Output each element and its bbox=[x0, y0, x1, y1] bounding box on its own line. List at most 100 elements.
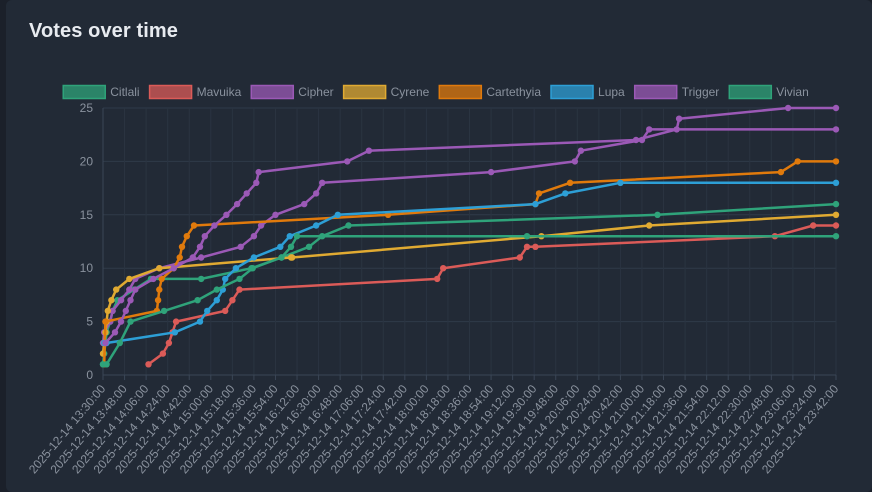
data-point-trigger[interactable] bbox=[632, 136, 640, 144]
data-point-trigger[interactable] bbox=[122, 307, 129, 315]
data-point-vivian[interactable] bbox=[523, 233, 531, 240]
legend-item-vivian[interactable]: Vivian bbox=[728, 84, 809, 100]
data-point-cyrene[interactable] bbox=[646, 222, 653, 229]
data-point-trigger[interactable] bbox=[233, 200, 241, 208]
data-point-vivian[interactable] bbox=[213, 286, 220, 293]
data-point-mavuika[interactable] bbox=[222, 307, 229, 315]
data-point-lupa[interactable] bbox=[532, 200, 539, 208]
data-point-mavuika[interactable] bbox=[832, 222, 840, 229]
data-point-lupa[interactable] bbox=[832, 179, 840, 186]
data-point-trigger[interactable] bbox=[132, 286, 139, 293]
data-point-mavuika[interactable] bbox=[516, 254, 523, 261]
legend-item-lupa[interactable]: Lupa bbox=[550, 84, 625, 100]
data-point-cipher[interactable] bbox=[198, 254, 205, 261]
data-point-mavuika[interactable] bbox=[165, 339, 173, 347]
legend-item-trigger[interactable]: Trigger bbox=[633, 84, 720, 100]
data-point-cipher[interactable] bbox=[646, 126, 653, 133]
data-point-vivian[interactable] bbox=[116, 339, 124, 347]
data-point-lupa[interactable] bbox=[286, 233, 293, 240]
data-point-trigger[interactable] bbox=[111, 329, 119, 336]
data-point-trigger[interactable] bbox=[201, 233, 208, 240]
data-point-cartethyia[interactable] bbox=[156, 286, 163, 293]
data-point-mavuika[interactable] bbox=[229, 297, 236, 304]
data-point-cipher[interactable] bbox=[109, 307, 116, 315]
data-point-trigger[interactable] bbox=[675, 115, 683, 122]
data-point-cartethyia[interactable] bbox=[183, 233, 190, 240]
data-point-trigger[interactable] bbox=[102, 339, 109, 347]
data-point-trigger[interactable] bbox=[253, 179, 260, 186]
data-point-vivian[interactable] bbox=[832, 233, 840, 240]
data-point-mavuika[interactable] bbox=[532, 243, 539, 250]
data-point-citlali[interactable] bbox=[198, 275, 205, 283]
data-point-trigger[interactable] bbox=[127, 297, 134, 304]
data-point-cipher[interactable] bbox=[272, 211, 279, 218]
data-point-lupa[interactable] bbox=[232, 265, 240, 272]
data-point-cyrene[interactable] bbox=[126, 275, 133, 283]
data-point-trigger[interactable] bbox=[243, 190, 250, 197]
data-point-trigger[interactable] bbox=[223, 211, 230, 218]
data-point-trigger[interactable] bbox=[673, 126, 680, 133]
data-point-citlali[interactable] bbox=[305, 243, 313, 250]
data-point-cartethyia[interactable] bbox=[154, 297, 162, 304]
data-point-mavuika[interactable] bbox=[159, 350, 167, 357]
data-point-citlali[interactable] bbox=[654, 211, 661, 218]
data-point-cyrene[interactable] bbox=[156, 265, 163, 272]
data-point-cipher[interactable] bbox=[117, 297, 125, 304]
data-point-lupa[interactable] bbox=[204, 307, 211, 315]
legend-item-citlali[interactable]: Citlali bbox=[62, 84, 140, 100]
legend-item-cartethyia[interactable]: Cartethyia bbox=[438, 84, 541, 100]
data-point-cyrene[interactable] bbox=[108, 297, 115, 304]
data-point-cipher[interactable] bbox=[237, 243, 244, 250]
data-point-lupa[interactable] bbox=[222, 275, 229, 283]
data-point-vivian[interactable] bbox=[103, 361, 110, 368]
data-point-mavuika[interactable] bbox=[145, 361, 152, 368]
data-point-vivian[interactable] bbox=[287, 243, 295, 250]
data-point-vivian[interactable] bbox=[127, 318, 134, 325]
data-point-vivian[interactable] bbox=[249, 265, 256, 272]
data-point-cipher[interactable] bbox=[313, 190, 320, 197]
data-point-lupa[interactable] bbox=[171, 329, 179, 336]
data-point-citlali[interactable] bbox=[832, 200, 840, 208]
legend-item-cipher[interactable]: Cipher bbox=[250, 84, 334, 100]
data-point-cipher[interactable] bbox=[571, 158, 579, 165]
data-point-cyrene[interactable] bbox=[289, 254, 296, 261]
data-point-cartethyia[interactable] bbox=[158, 275, 165, 283]
data-point-cipher[interactable] bbox=[250, 233, 258, 240]
data-point-citlali[interactable] bbox=[345, 222, 352, 229]
data-point-trigger[interactable] bbox=[784, 104, 792, 112]
data-point-cyrene[interactable] bbox=[113, 286, 120, 293]
data-point-trigger[interactable] bbox=[255, 168, 262, 176]
data-point-trigger[interactable] bbox=[196, 243, 204, 250]
data-point-mavuika[interactable] bbox=[172, 318, 180, 325]
legend-item-mavuika[interactable]: Mavuika bbox=[148, 84, 242, 100]
data-point-cipher[interactable] bbox=[832, 126, 840, 133]
data-point-cartethyia[interactable] bbox=[832, 158, 840, 165]
data-point-vivian[interactable] bbox=[293, 233, 301, 240]
data-point-trigger[interactable] bbox=[832, 104, 840, 112]
data-point-cartethyia[interactable] bbox=[535, 190, 543, 197]
data-point-cipher[interactable] bbox=[577, 147, 585, 154]
data-point-trigger[interactable] bbox=[189, 254, 196, 261]
data-point-cartethyia[interactable] bbox=[190, 222, 198, 229]
data-point-lupa[interactable] bbox=[313, 222, 320, 229]
data-point-cipher[interactable] bbox=[257, 222, 265, 229]
data-point-mavuika[interactable] bbox=[810, 222, 817, 229]
data-point-vivian[interactable] bbox=[278, 254, 285, 261]
data-point-cipher[interactable] bbox=[319, 179, 326, 186]
data-point-vivian[interactable] bbox=[160, 307, 168, 315]
data-point-cyrene[interactable] bbox=[104, 307, 112, 315]
data-point-cipher[interactable] bbox=[487, 168, 495, 176]
data-point-cartethyia[interactable] bbox=[566, 179, 574, 186]
data-point-trigger[interactable] bbox=[117, 318, 125, 325]
data-point-trigger[interactable] bbox=[344, 158, 351, 165]
data-point-lupa[interactable] bbox=[196, 318, 204, 325]
data-point-cartethyia[interactable] bbox=[176, 254, 183, 261]
data-point-cartethyia[interactable] bbox=[178, 243, 186, 250]
data-point-vivian[interactable] bbox=[236, 275, 243, 283]
data-point-mavuika[interactable] bbox=[440, 265, 447, 272]
data-point-lupa[interactable] bbox=[617, 179, 624, 186]
data-point-trigger[interactable] bbox=[150, 275, 157, 283]
data-point-cartethyia[interactable] bbox=[102, 318, 109, 325]
data-point-cyrene[interactable] bbox=[832, 211, 840, 218]
data-point-lupa[interactable] bbox=[562, 190, 569, 197]
